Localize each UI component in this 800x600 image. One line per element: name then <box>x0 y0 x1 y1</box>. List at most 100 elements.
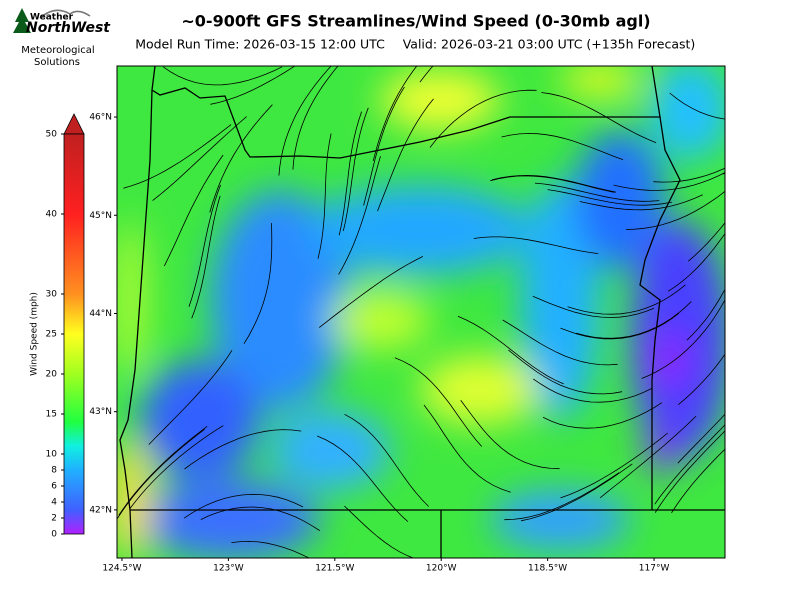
streamline <box>317 435 409 522</box>
streamline <box>148 350 233 445</box>
streamline <box>363 86 405 206</box>
streamline <box>317 133 332 259</box>
y-tick-label: 43°N <box>89 407 112 417</box>
streamline <box>457 315 564 385</box>
streamline <box>502 319 618 366</box>
streamline <box>210 66 296 105</box>
y-tick-label: 46°N <box>89 113 112 123</box>
streamline <box>722 172 725 175</box>
streamline <box>547 189 672 206</box>
streamline <box>377 98 434 212</box>
logo-caption: Meteorological <box>21 45 94 56</box>
colorbar-tick-label: 15 <box>46 410 57 420</box>
streamline <box>575 301 692 339</box>
run-time: Model Run Time: 2026-03-15 12:00 UTC <box>135 37 385 52</box>
streamline <box>669 92 725 120</box>
streamline <box>191 195 221 319</box>
streamline <box>560 312 680 340</box>
x-tick-label: 123°W <box>213 564 244 574</box>
streamline <box>654 430 725 513</box>
streamline <box>501 133 624 160</box>
streamline <box>599 415 697 499</box>
streamline <box>209 104 273 213</box>
streamline <box>560 432 668 499</box>
streamline <box>183 493 304 519</box>
logo-line2: NorthWest <box>26 20 111 36</box>
y-tick-label: 42°N <box>89 505 112 515</box>
streamline <box>677 413 725 464</box>
streamline <box>520 463 633 522</box>
colorbar-tick-label: 2 <box>51 514 57 524</box>
colorbar-tick-label: 8 <box>51 466 57 476</box>
streamline <box>344 505 415 558</box>
streamline <box>532 295 655 318</box>
streamline <box>200 506 321 531</box>
streamline <box>508 349 623 395</box>
streamline <box>344 413 429 507</box>
streamline <box>278 66 332 176</box>
y-tick-label: 45°N <box>89 211 112 221</box>
colorbar-tick-label: 6 <box>51 482 57 492</box>
colorbar: Wind Speed (mph) <box>30 113 85 535</box>
streamline <box>532 378 652 403</box>
title: ~0-900ft GFS Streamlines/Wind Speed (0-3… <box>181 12 650 31</box>
streamline <box>188 184 221 307</box>
streamline <box>625 190 725 230</box>
streamline <box>231 540 310 558</box>
y-tick-label: 44°N <box>89 309 112 319</box>
streamline <box>567 284 686 315</box>
streamline <box>338 156 381 275</box>
streamline <box>542 402 663 429</box>
streamline <box>460 400 560 470</box>
streamline <box>292 66 339 170</box>
colorbar-tick-label: 30 <box>46 290 58 300</box>
streamline <box>671 448 725 514</box>
x-tick-label: 117°W <box>639 564 670 574</box>
streamline <box>342 107 369 232</box>
streamline <box>541 92 657 144</box>
x-tick-label: 121.5°W <box>315 564 354 574</box>
logo-caption: Solutions <box>34 57 80 68</box>
colorbar-tick-label: 20 <box>46 370 58 380</box>
logo-line1: Weather <box>30 13 74 23</box>
x-tick-label: 124.5°W <box>102 564 141 574</box>
logo: Weather NorthWest Meteorological Solutio… <box>13 8 111 68</box>
streamline <box>579 194 703 211</box>
streamline <box>641 298 725 379</box>
streamline <box>504 472 620 521</box>
streamline <box>123 124 232 189</box>
streamline <box>423 404 511 493</box>
colorbar-tick-label: 4 <box>51 498 57 508</box>
colorbar-tick-label: 50 <box>46 130 58 140</box>
streamline <box>118 425 208 516</box>
map-frame <box>116 65 726 559</box>
streamline <box>688 222 725 262</box>
x-tick-label: 120°W <box>426 564 457 574</box>
wind-field <box>117 66 725 558</box>
streamline <box>152 116 247 201</box>
streamline <box>491 174 616 193</box>
streamline <box>243 222 273 344</box>
colorbar-label: Wind Speed (mph) <box>30 292 40 376</box>
colorbar-tick-label: 10 <box>46 450 58 460</box>
streamline <box>534 182 660 202</box>
streamline <box>338 111 362 236</box>
colorbar-tick-label: 25 <box>46 330 57 340</box>
streamline <box>184 429 302 470</box>
x-tick-label: 118.5°W <box>528 564 567 574</box>
streamline <box>162 66 283 86</box>
streamline <box>473 236 599 254</box>
streamline <box>654 424 725 505</box>
colorbar-tick-label: 40 <box>46 210 58 220</box>
borders <box>119 66 725 558</box>
streamline <box>678 353 725 406</box>
streamline <box>653 167 725 183</box>
streamline <box>129 425 224 510</box>
streamline <box>318 256 424 328</box>
valid-time: Valid: 2026-03-21 03:00 UTC (+135h Forec… <box>403 37 696 52</box>
streamline <box>163 154 224 267</box>
streamline <box>429 89 537 148</box>
streamline <box>394 357 483 447</box>
streamline <box>667 232 725 292</box>
